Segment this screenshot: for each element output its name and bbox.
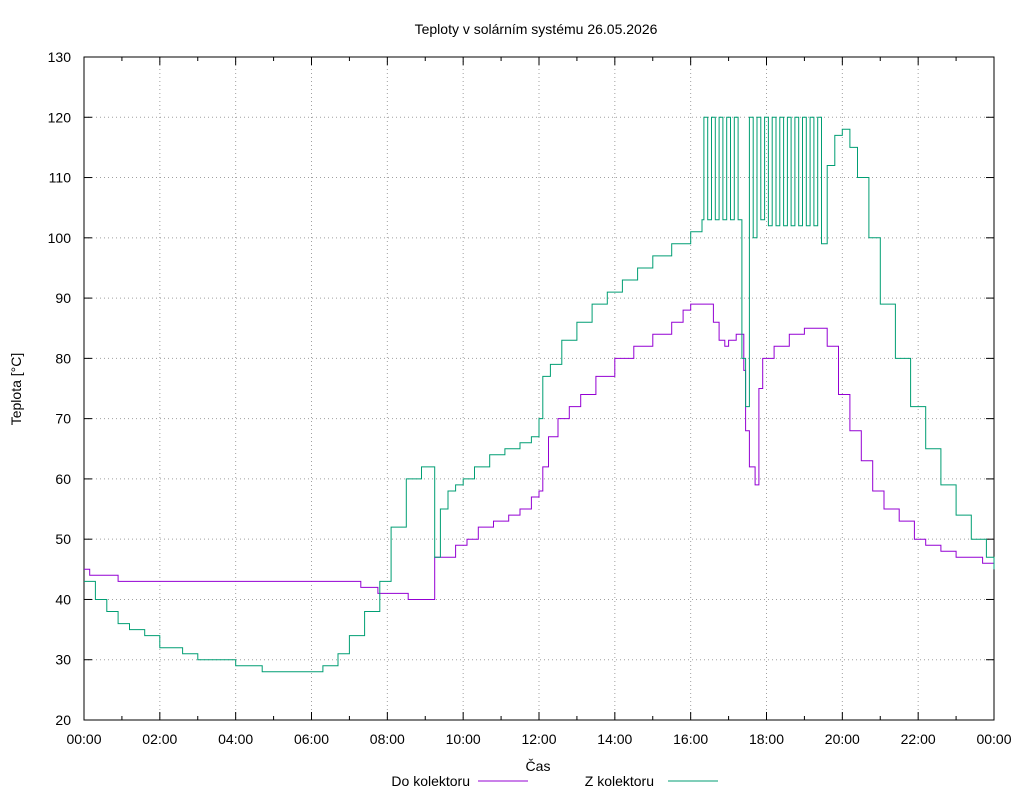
series-group [84, 116, 995, 673]
grid [84, 57, 994, 720]
legend-label: Do kolektoru [391, 773, 470, 789]
y-tick-label: 110 [49, 170, 72, 186]
x-tick-label: 18:00 [749, 731, 784, 747]
y-tick-label: 130 [48, 49, 72, 65]
x-tick-label: 06:00 [294, 731, 329, 747]
x-axis: 00:00 02:00 04:00 06:00 08:00 10:00 12:00 14:00… [66, 57, 1012, 747]
y-axis: 20 30 40 50 60 70 80 90 100 110 120 130 [48, 49, 994, 728]
y-tick-label: 90 [55, 290, 71, 306]
y-axis-label: Teplota [°C] [8, 353, 24, 426]
x-axis-label: Čas [526, 758, 551, 774]
y-tick-label: 60 [55, 471, 71, 487]
legend-label: Z kolektoru [585, 773, 654, 789]
legend: Do kolektoru Z kolektoru [391, 773, 718, 789]
x-tick-label: 10:00 [446, 731, 481, 747]
y-tick-label: 120 [48, 109, 72, 125]
x-tick-label: 02:00 [142, 731, 177, 747]
chart-title: Teploty v solárním systému 26.05.2026 [415, 21, 658, 37]
x-tick-label: 00:00 [976, 731, 1011, 747]
y-tick-label: 20 [55, 712, 71, 728]
y-tick-label: 40 [55, 591, 71, 607]
y-tick-label: 30 [55, 652, 71, 668]
series-line-2 [84, 116, 995, 673]
x-tick-label: 22:00 [901, 731, 936, 747]
x-tick-label: 04:00 [218, 731, 253, 747]
y-tick-label: 70 [55, 411, 71, 427]
x-tick-label: 08:00 [370, 731, 405, 747]
x-tick-label: 00:00 [66, 731, 101, 747]
x-tick-label: 20:00 [825, 731, 860, 747]
y-tick-label: 100 [48, 230, 72, 246]
x-tick-label: 12:00 [521, 731, 556, 747]
series-line-1 [84, 303, 995, 600]
x-tick-label: 14:00 [597, 731, 632, 747]
y-tick-label: 80 [55, 350, 71, 366]
y-tick-label: 50 [55, 531, 71, 547]
x-tick-label: 16:00 [673, 731, 708, 747]
